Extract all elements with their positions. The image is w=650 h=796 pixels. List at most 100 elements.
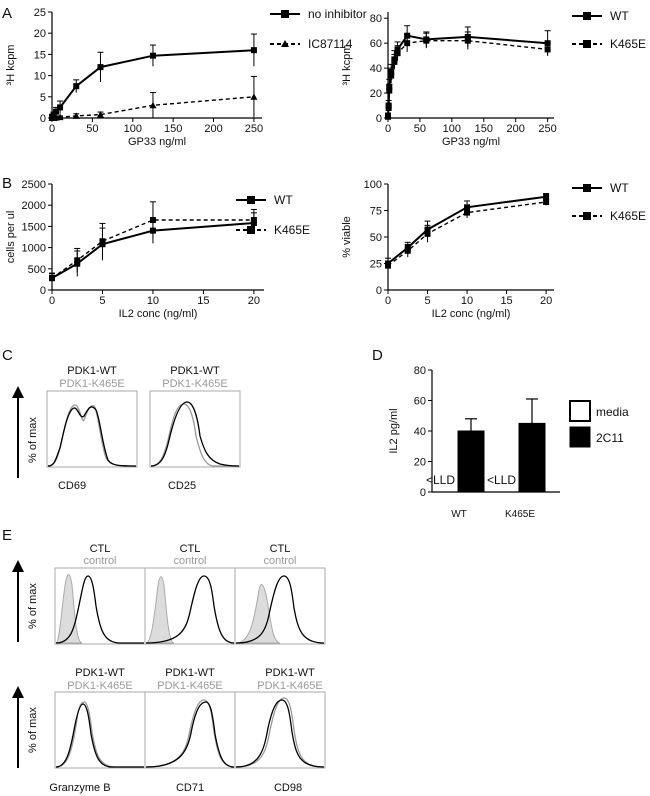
a1-ytick-label: 25 xyxy=(34,7,46,19)
b2-series-0-point xyxy=(543,193,550,200)
a1-xtick-label: 50 xyxy=(86,123,98,135)
a2-xtick-label: 150 xyxy=(475,123,493,135)
a2-ytick-label: 80 xyxy=(370,13,382,25)
a1-series-0-point xyxy=(250,47,257,54)
c-hist-cd25-wt xyxy=(150,401,240,467)
d-ytick-label: 80 xyxy=(414,365,426,377)
c-hist-cd69-k465e xyxy=(47,404,137,467)
panel-c-histograms: PDK1-WT PDK1-K465E PDK1-WT PDK1-K465E % … xyxy=(12,365,241,492)
a2-xtick-label: 100 xyxy=(443,123,461,135)
b1-xtick-label: 10 xyxy=(147,295,159,307)
a2-xtick-label: 50 xyxy=(414,123,426,135)
panel-label-e: E xyxy=(2,527,12,544)
b2-ytick-label: 0 xyxy=(376,285,382,297)
b1-ytick-label: 500 xyxy=(28,264,46,276)
e-xlabel-cd98: CD98 xyxy=(274,782,302,794)
b2-ytick-label: 100 xyxy=(364,179,382,191)
e-row2-legend-k465e-3: PDK1-K465E xyxy=(257,680,322,692)
b2-ytick-label: 75 xyxy=(370,206,382,218)
a1-xtick-label: 100 xyxy=(124,123,142,135)
a2-xtick-label: 250 xyxy=(538,123,556,135)
d-legend-label-media: media xyxy=(596,405,629,419)
a2-series-1-point xyxy=(386,87,393,94)
b1-xtick-label: 0 xyxy=(49,295,55,307)
d-media-lld-label: <LLD xyxy=(426,473,455,487)
a2-ytick-label: 60 xyxy=(370,38,382,50)
a1-ylabel: ³H kcpm xyxy=(5,45,17,86)
e-row1-legend-ctl-2: CTL xyxy=(180,543,201,555)
d-ytick-label: 40 xyxy=(414,426,426,438)
e-arrow-head-top xyxy=(12,560,24,572)
b2-xtick-label: 0 xyxy=(385,295,391,307)
e-row2-legend-wt-2: PDK1-WT xyxy=(165,667,215,679)
a2-legend-marker-1 xyxy=(583,40,591,48)
a2-series-1-point xyxy=(388,72,395,79)
d-media-lld-label: <LLD xyxy=(487,473,516,487)
c-hist-cd69-wt xyxy=(47,406,137,467)
b2-series-1-point xyxy=(424,230,431,237)
b2-xtick-label: 20 xyxy=(540,295,552,307)
a1-xtick-label: 200 xyxy=(204,123,222,135)
b2-xlabel: IL2 conc (ng/ml) xyxy=(432,308,511,320)
b2-series-1-point xyxy=(385,262,391,269)
e-xlabel-granzyme: Granzyme B xyxy=(49,782,110,794)
a1-legend-marker-1 xyxy=(281,40,289,47)
a1-series-0-point xyxy=(53,108,60,115)
e-row2-legend-wt-1: PDK1-WT xyxy=(75,667,125,679)
a2-xtick-label: 200 xyxy=(507,123,525,135)
b1-xtick-label: 5 xyxy=(99,295,105,307)
a1-xtick-label: 250 xyxy=(245,123,263,135)
c-legend-wt: PDK1-WT xyxy=(67,365,117,377)
a2-series-1-line xyxy=(387,40,548,117)
a2-series-1-point xyxy=(544,46,551,53)
chart-a2-proliferation-genotype: 0 50 100 150 200 250 0 20 40 60 80 GP33 ng/ml ³H kcp… xyxy=(341,9,646,148)
a2-series-1-point xyxy=(385,105,392,112)
b1-series-1-point xyxy=(49,275,55,282)
e-hist-granzyme-ctl xyxy=(55,575,144,644)
d-category-label: WT xyxy=(451,509,467,520)
b2-series-1-point xyxy=(543,199,550,206)
e-hist-cd71-k465e xyxy=(145,699,235,768)
panel-label-c: C xyxy=(2,347,13,364)
a1-legend-marker-0 xyxy=(281,10,289,18)
a1-series-1-point xyxy=(149,101,157,109)
e-row1-legend-control-1: control xyxy=(83,555,116,567)
b1-series-1-point xyxy=(149,217,156,224)
a1-xtick-label: 0 xyxy=(49,123,55,135)
b2-ylabel: % viable xyxy=(341,216,353,258)
c-legend-wt-2: PDK1-WT xyxy=(170,365,220,377)
a1-series-1-point xyxy=(96,111,104,118)
e-hist-cd98-k465e xyxy=(235,697,325,768)
c-frame-cd69 xyxy=(46,390,138,468)
a2-series-1-point xyxy=(385,113,391,120)
a1-ytick-label: 10 xyxy=(34,71,46,83)
b1-ylabel: cells per ul xyxy=(5,211,17,264)
b2-legend-marker-0 xyxy=(583,184,591,192)
d-category-label: K465E xyxy=(505,509,535,520)
a1-series-0-point xyxy=(57,104,64,111)
a1-ytick-label: 0 xyxy=(40,113,46,125)
a1-series-1-point xyxy=(56,113,64,121)
b2-series-1-point xyxy=(464,209,471,216)
e-ylabel-top: % of max xyxy=(27,583,39,629)
b1-ytick-label: 1000 xyxy=(22,243,46,255)
a2-series-1-point xyxy=(391,58,398,65)
b1-xtick-label: 15 xyxy=(197,295,209,307)
e-row2-legend-k465e-1: PDK1-K465E xyxy=(67,680,132,692)
c-legend-k465e-2: PDK1-K465E xyxy=(162,378,227,390)
e-hist-cd71-wt xyxy=(145,701,235,768)
e-row1-legend-ctl-3: CTL xyxy=(270,543,291,555)
b2-xtick-label: 5 xyxy=(424,295,430,307)
a2-series-1-point xyxy=(464,37,471,44)
b2-ytick-label: 50 xyxy=(370,232,382,244)
a1-xtick-label: 150 xyxy=(164,123,182,135)
b1-series-1-point xyxy=(99,238,106,245)
a2-series-1-point xyxy=(404,40,411,47)
a1-xlabel: GP33 ng/ml xyxy=(128,136,186,148)
e-row1-legend-ctl-1: CTL xyxy=(90,543,111,555)
e-hist-cd98-wt xyxy=(235,699,325,768)
b1-xlabel: IL2 conc (ng/ml) xyxy=(119,308,198,320)
c-xlabel-cd69: CD69 xyxy=(58,480,86,492)
d-ytick-label: 20 xyxy=(414,457,426,469)
b1-ytick-label: 2000 xyxy=(22,200,46,212)
